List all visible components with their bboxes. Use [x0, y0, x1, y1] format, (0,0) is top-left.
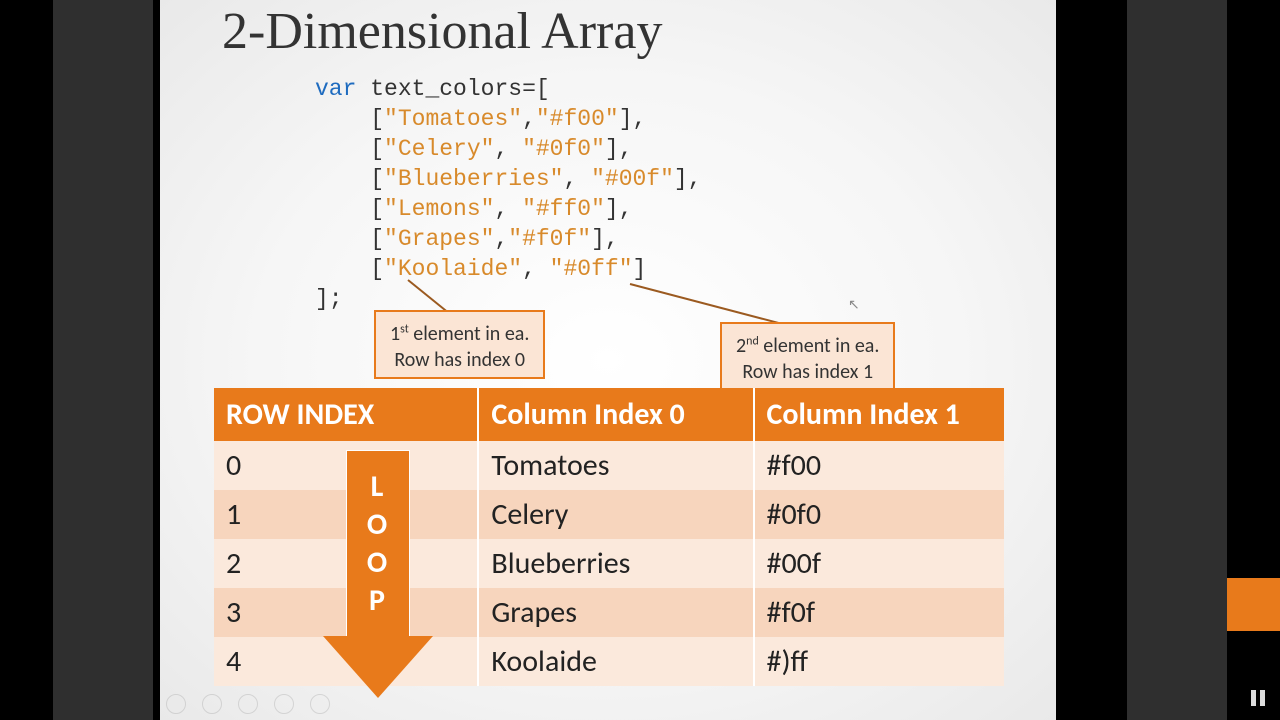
left-dark-panel — [53, 0, 153, 720]
cell-col-0: Blueberries — [478, 539, 753, 588]
array-table: ROW INDEX Column Index 0 Column Index 1 … — [214, 388, 1004, 686]
cell-col-1: #00f — [754, 539, 1004, 588]
table-row: 2Blueberries#00f — [214, 539, 1004, 588]
cell-row-index: 1 — [214, 490, 478, 539]
pause-icon[interactable] — [1248, 688, 1268, 708]
cell-col-1: #f0f — [754, 588, 1004, 637]
callout-text: 1st element in ea. Row has index 0 — [390, 322, 529, 372]
header-col-index-0: Column Index 0 — [478, 388, 753, 441]
right-orange-accent — [1227, 578, 1280, 631]
presenter-pen-icon[interactable] — [238, 694, 258, 714]
table-row: 1Celery#0f0 — [214, 490, 1004, 539]
cell-row-index: 2 — [214, 539, 478, 588]
presenter-menu-icon[interactable] — [274, 694, 294, 714]
presenter-zoom-icon[interactable] — [310, 694, 330, 714]
presenter-next-icon[interactable] — [202, 694, 222, 714]
cell-row-index: 0 — [214, 441, 478, 490]
callout-text: 2nd element in ea. Row has index 1 — [736, 334, 879, 384]
slide: 2-Dimensional Array var text_colors=[ ["… — [160, 0, 1056, 720]
video-frame: 2-Dimensional Array var text_colors=[ ["… — [0, 0, 1280, 720]
table-header-row: ROW INDEX Column Index 0 Column Index 1 — [214, 388, 1004, 441]
cell-col-0: Koolaide — [478, 637, 753, 686]
code-block: var text_colors=[ ["Tomatoes","#f00"], [… — [315, 74, 702, 314]
callout-first-element: 1st element in ea. Row has index 0 — [374, 310, 545, 379]
cell-col-0: Grapes — [478, 588, 753, 637]
cell-col-0: Celery — [478, 490, 753, 539]
table-row: 4Koolaide#)ff — [214, 637, 1004, 686]
header-row-index: ROW INDEX — [214, 388, 478, 441]
callout-second-element: 2nd element in ea. Row has index 1 — [720, 322, 895, 391]
cell-col-0: Tomatoes — [478, 441, 753, 490]
header-col-index-1: Column Index 1 — [754, 388, 1004, 441]
cell-col-1: #)ff — [754, 637, 1004, 686]
cell-row-index: 4 — [214, 637, 478, 686]
mouse-cursor-icon: ↖ — [848, 296, 860, 313]
presenter-toolbar — [166, 694, 330, 714]
table-row: 0Tomatoes#f00 — [214, 441, 1004, 490]
presenter-prev-icon[interactable] — [166, 694, 186, 714]
right-dark-panel — [1127, 0, 1227, 720]
cell-col-1: #0f0 — [754, 490, 1004, 539]
cell-row-index: 3 — [214, 588, 478, 637]
slide-title: 2-Dimensional Array — [222, 2, 662, 61]
table-row: 3Grapes#f0f — [214, 588, 1004, 637]
cell-col-1: #f00 — [754, 441, 1004, 490]
